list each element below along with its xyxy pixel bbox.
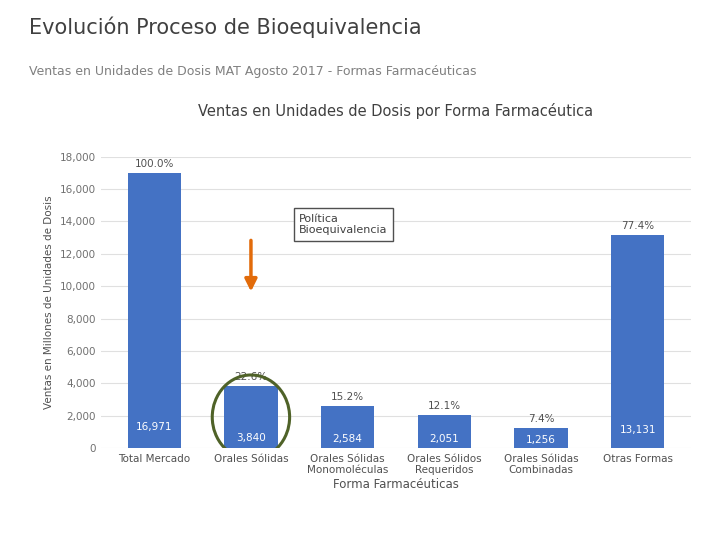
Text: 22.6%: 22.6% <box>235 372 268 382</box>
Bar <box>611 235 665 448</box>
Text: Evolución Proceso de Bioequivalencia: Evolución Proceso de Bioequivalencia <box>29 16 421 38</box>
Text: 15.2%: 15.2% <box>331 392 364 402</box>
Bar <box>418 415 471 448</box>
Text: 13,131: 13,131 <box>619 425 656 435</box>
Text: Política
Bioequivalencia: Política Bioequivalencia <box>300 214 388 235</box>
Text: 2,584: 2,584 <box>333 434 363 444</box>
Text: 12.1%: 12.1% <box>428 401 461 411</box>
Bar <box>321 406 374 448</box>
Text: 7.4%: 7.4% <box>528 414 554 424</box>
Bar <box>127 173 181 448</box>
X-axis label: Forma Farmacéuticas: Forma Farmacéuticas <box>333 478 459 491</box>
Bar <box>225 386 277 448</box>
Text: 1,256: 1,256 <box>526 435 556 445</box>
Text: 16,971: 16,971 <box>136 422 173 432</box>
Y-axis label: Ventas en Millones de Unidades de Dosis: Ventas en Millones de Unidades de Dosis <box>44 195 54 409</box>
Text: 2,051: 2,051 <box>429 434 459 444</box>
Text: 100.0%: 100.0% <box>135 159 174 169</box>
Text: 77.4%: 77.4% <box>621 221 654 232</box>
Text: Ventas en Unidades de Dosis por Forma Farmacéutica: Ventas en Unidades de Dosis por Forma Fa… <box>199 103 593 119</box>
Bar <box>515 428 567 448</box>
Text: Ventas en Unidades de Dosis MAT Agosto 2017 - Formas Farmacéuticas: Ventas en Unidades de Dosis MAT Agosto 2… <box>29 65 477 78</box>
Text: 3,840: 3,840 <box>236 433 266 443</box>
